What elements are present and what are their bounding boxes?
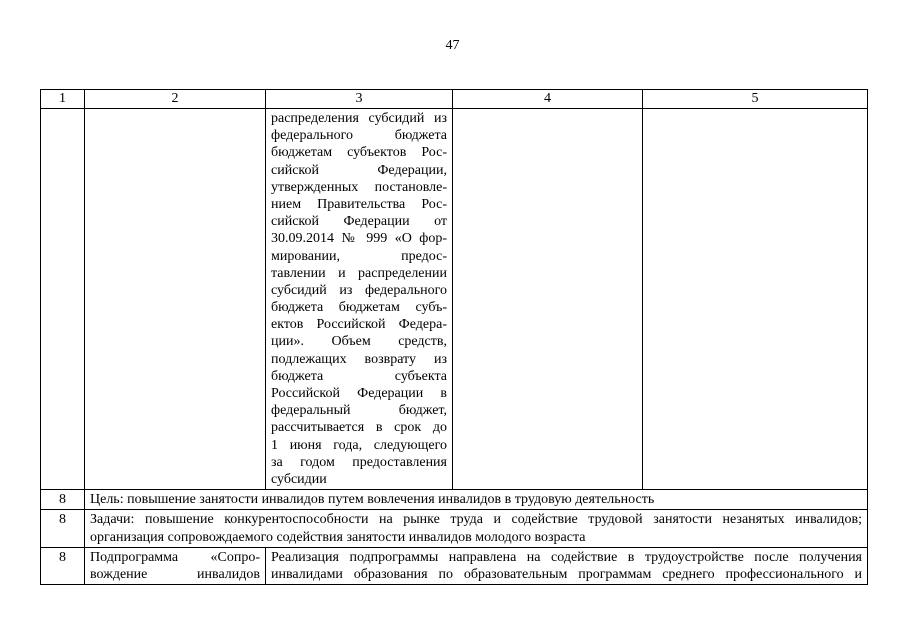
header-cell-4: 4	[452, 89, 643, 109]
cell-row-number: 8	[40, 509, 85, 548]
cell-empty-col1	[40, 107, 85, 491]
cell-empty-col5	[642, 107, 868, 491]
page-number: 47	[445, 38, 460, 53]
cell-row-number: 8	[40, 489, 85, 511]
cell-empty-col2	[84, 107, 266, 491]
cell-tasks-text: Задачи: повышение конкурентоспособности …	[84, 509, 868, 548]
table-header-row: 1 2 3 4 5	[40, 89, 868, 109]
cell-empty-col4	[452, 107, 643, 491]
table-row-continuation: распределения субсидий из федерального бю…	[40, 107, 868, 491]
cell-row-number: 8	[40, 546, 85, 586]
cell-subprogram-description: Реализация подпрограммы направлена на со…	[265, 546, 868, 586]
cell-subprogram-name: Подпрограмма «Сопро-вождение инвалидов	[84, 546, 266, 586]
header-cell-1: 1	[40, 89, 85, 109]
header-cell-2: 2	[84, 89, 266, 109]
table-row-goal: 8 Цель: повышение занятости инвалидов пу…	[40, 489, 868, 511]
cell-subsidy-regulation-text: распределения субсидий из федерального бю…	[265, 107, 453, 491]
document-table: 1 2 3 4 5 распределения субсидий из федер…	[40, 89, 868, 586]
header-cell-5: 5	[642, 89, 868, 109]
table-row-subprogram: 8 Подпрограмма «Сопро-вождение инвалидов…	[40, 546, 868, 586]
header-cell-3: 3	[265, 89, 453, 109]
table-row-tasks: 8 Задачи: повышение конкурентоспособност…	[40, 509, 868, 548]
cell-goal-text: Цель: повышение занятости инвалидов путе…	[84, 489, 868, 511]
